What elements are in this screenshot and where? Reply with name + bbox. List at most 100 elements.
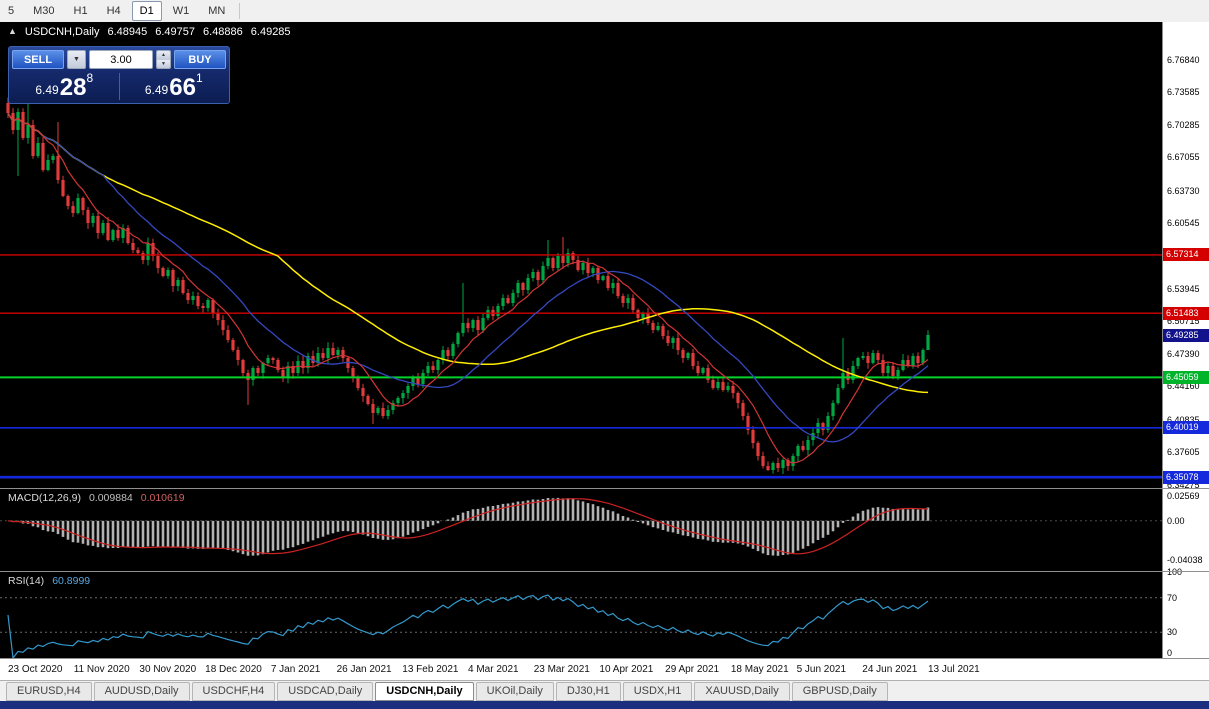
symbol-tabs: EURUSD,H4 AUDUSD,Daily USDCHF,H4 USDCAD,Dai… (0, 680, 1209, 701)
buy-price-small: 6.49 (144, 83, 169, 97)
price-badge: 6.40019 (1163, 421, 1209, 435)
price-axis-label: 6.76840 (1167, 54, 1200, 65)
ohlc-open: 6.48945 (107, 26, 148, 38)
rsi-axis-label: 30 (1167, 627, 1178, 638)
period-button-d1[interactable]: D1 (131, 1, 162, 21)
timeline-date-label: 10 Apr 2021 (599, 664, 654, 675)
price-axis-label: 6.67055 (1167, 152, 1200, 163)
chevron-down-icon: ▼ (73, 56, 80, 63)
chart-title-bar: ▲ USDCNH,Daily 6.48945 6.49757 6.48886 6… (8, 26, 291, 38)
ohlc-high: 6.49757 (155, 26, 196, 38)
macd-axis-label: 0.02569 (1167, 491, 1200, 502)
panel-separator[interactable] (0, 488, 1209, 489)
rsi-canvas[interactable] (0, 572, 1162, 658)
price-axis-label: 6.73585 (1167, 87, 1200, 98)
timeline-date-label: 11 Nov 2020 (73, 664, 130, 675)
timeline-date-label: 13 Feb 2021 (402, 664, 459, 675)
timeline-date-label: 24 Jun 2021 (862, 664, 918, 675)
buy-price-display: 6.49 66 1 (122, 71, 227, 102)
ohlc-close: 6.49285 (250, 26, 291, 38)
macd-axis-label: 0.00 (1167, 515, 1185, 526)
timeline-date-label: 5 Jun 2021 (796, 664, 847, 675)
sell-price-sup: 8 (86, 71, 94, 85)
price-axis-label: 6.47390 (1167, 349, 1200, 360)
price-badge: 6.57314 (1163, 248, 1209, 262)
price-badge: 6.35078 (1163, 470, 1209, 484)
panel-separator[interactable] (0, 571, 1209, 572)
tab-eurusd-h4[interactable]: EURUSD,H4 (6, 681, 92, 701)
price-axis-label: 6.60545 (1167, 217, 1200, 228)
timeline-date-label: 23 Oct 2020 (8, 664, 63, 675)
buy-button[interactable]: BUY (174, 50, 226, 69)
price-axis-label: 6.50715 (1167, 315, 1200, 326)
sell-price-display: 6.49 28 8 (12, 71, 117, 102)
rsi-axis-label: 100 (1167, 567, 1183, 577)
toolbar-separator (239, 3, 241, 19)
macd-axis-label: -0.04038 (1167, 554, 1203, 565)
timeline-date-label: 7 Jan 2021 (270, 664, 321, 675)
price-axis-label: 6.34275 (1167, 480, 1200, 491)
buy-price-big: 66 (169, 74, 196, 101)
chart-symbol-label: USDCNH,Daily (24, 26, 100, 38)
timeline-date-label: 29 Apr 2021 (665, 664, 720, 675)
price-axis-label: 6.40835 (1167, 414, 1200, 425)
period-button-mn[interactable]: MN (208, 5, 226, 17)
volume-stepper[interactable]: ▲ ▼ (156, 50, 171, 69)
macd-canvas[interactable] (0, 489, 1162, 571)
macd-signal-value: 0.010619 (140, 492, 185, 504)
rsi-value: 60.8999 (52, 575, 91, 587)
chart-background (0, 22, 1162, 658)
rsi-label-bar: RSI(14) 60.8999 (8, 575, 90, 587)
tab-gbpusd-daily[interactable]: GBPUSD,Daily (791, 681, 888, 701)
buy-price-sup: 1 (195, 71, 203, 85)
macd-value: 0.009884 (88, 492, 133, 504)
volume-input[interactable]: 3.00 (89, 50, 153, 69)
rsi-label: RSI(14) (8, 575, 45, 587)
price-axis-label: 6.37605 (1167, 446, 1200, 457)
price-axis-label: 6.53945 (1167, 283, 1200, 294)
price-axis-label: 6.44160 (1167, 381, 1200, 392)
period-button-5[interactable]: 5 (8, 5, 15, 17)
timeline-date-label: 13 Jul 2021 (928, 664, 980, 675)
period-toolbar: 5 M30 H1 H4 D1 W1 MN (0, 0, 1209, 23)
period-button-m30[interactable]: M30 (33, 5, 55, 17)
sell-button[interactable]: SELL (12, 50, 64, 69)
rsi-axis-label: 0 (1167, 648, 1173, 658)
period-button-h4[interactable]: H4 (106, 5, 121, 17)
timeline[interactable]: 23 Oct 2020 11 Nov 2020 30 Nov 2020 18 Dec … (0, 658, 1209, 680)
price-badge: 6.51483 (1163, 306, 1209, 320)
price-axis-label: 6.63730 (1167, 185, 1200, 196)
price-divider (118, 73, 120, 100)
period-button-w1[interactable]: W1 (172, 5, 190, 17)
timeline-date-label: 23 Mar 2021 (533, 664, 590, 675)
symbol-marker-icon: ▲ (8, 26, 17, 36)
rsi-axis-label: 70 (1167, 592, 1178, 603)
tab-dj30-h1[interactable]: DJ30,H1 (555, 681, 621, 701)
ohlc-low: 6.48886 (203, 26, 243, 38)
stepper-up-icon[interactable]: ▲ (157, 51, 170, 60)
macd-label-bar: MACD(12,26,9) 0.009884 0.010619 (8, 492, 185, 504)
price-badge: 6.49285 (1163, 328, 1209, 342)
tab-usdcad-daily[interactable]: USDCAD,Daily (277, 681, 374, 701)
sell-price-small: 6.49 (35, 83, 59, 97)
tab-audusd-daily[interactable]: AUDUSD,Daily (93, 681, 190, 701)
period-button-h1[interactable]: H1 (73, 5, 88, 17)
tab-usdchf-h4[interactable]: USDCHF,H4 (191, 681, 276, 701)
tab-ukoil-daily[interactable]: UKOil,Daily (475, 681, 554, 701)
tab-usdx-h1[interactable]: USDX,H1 (622, 681, 693, 701)
timeline-date-label: 4 Mar 2021 (468, 664, 519, 675)
main-chart-canvas[interactable] (0, 22, 1162, 488)
tab-xauusd-daily[interactable]: XAUUSD,Daily (694, 681, 790, 701)
macd-label: MACD(12,26,9) (8, 492, 81, 504)
timeline-date-label: 26 Jan 2021 (336, 664, 392, 675)
volume-dropdown-button[interactable]: ▼ (67, 50, 86, 69)
one-click-trading-panel: SELL ▼ 3.00 ▲ ▼ BUY 6.49 28 8 6.49 66 1 (8, 46, 230, 104)
bottom-strip (0, 701, 1209, 709)
stepper-down-icon[interactable]: ▼ (157, 59, 170, 68)
timeline-date-label: 18 Dec 2020 (205, 664, 262, 675)
timeline-date-label: 18 May 2021 (730, 664, 789, 675)
price-axis-label: 6.70285 (1167, 120, 1200, 131)
timeline-date-label: 30 Nov 2020 (139, 664, 197, 675)
tab-usdcnh-daily[interactable]: USDCNH,Daily (375, 681, 474, 701)
